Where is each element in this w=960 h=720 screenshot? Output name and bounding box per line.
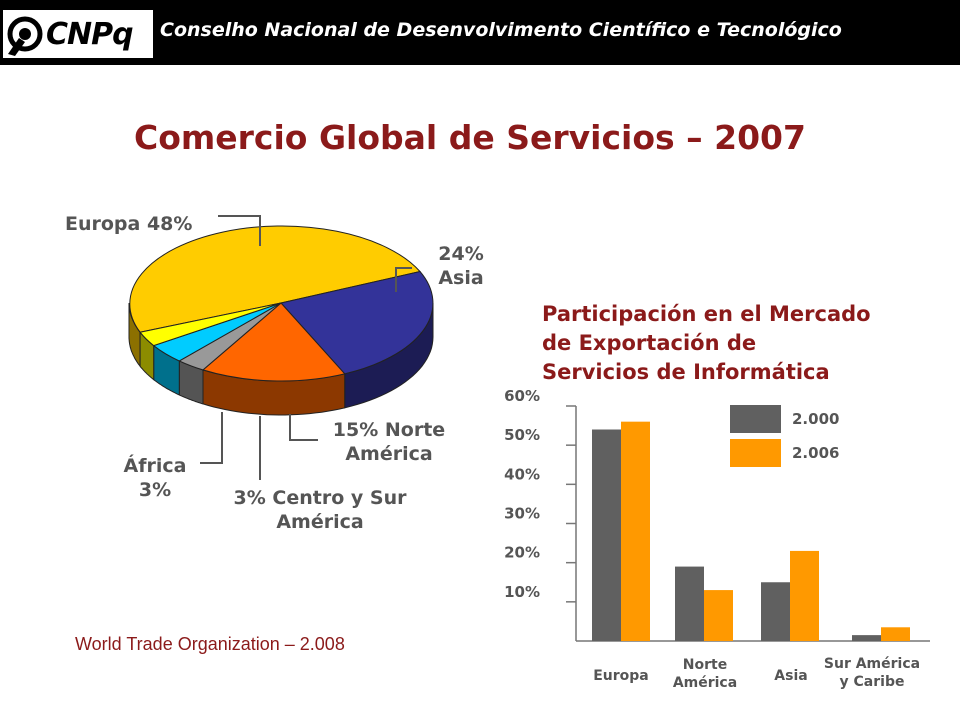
pie-label-norte-america: 15% Norte América [332, 419, 446, 465]
bar-chart: 10% 20% 30% 40% 50% 60% [504, 387, 930, 642]
bar-2.000-Asia [761, 582, 790, 641]
legend-label-2000: 2.000 [792, 410, 840, 428]
pie-label-asia: 24% Asia [438, 243, 484, 289]
pie-leader-line-4 [200, 412, 223, 464]
pie-leader-line-0 [218, 215, 261, 246]
pie-chart [128, 215, 434, 480]
bar-2.000-Norte América [675, 566, 704, 641]
x-label-europa: Europa [593, 668, 649, 684]
bar-2.006-Europa [621, 421, 650, 641]
source-note: World Trade Organization – 2.008 [75, 634, 345, 654]
bar-2.000-Europa [592, 429, 621, 641]
bar-2.000-Sur América y Caribe [852, 635, 881, 641]
pie-leader-line-2 [289, 414, 318, 441]
logo-text: CNPq [46, 17, 134, 52]
x-label-asia: Asia [774, 668, 808, 684]
logo-symbol-icon [7, 16, 43, 56]
header-title: Conselho Nacional de Desenvolvimento Cie… [160, 19, 842, 41]
x-label-norte-america: Norte América [672, 657, 738, 691]
y-tick-label: 60% [504, 387, 540, 405]
cnpq-logo: CNPq [3, 10, 153, 58]
y-tick-label: 50% [504, 426, 540, 444]
legend-swatch-2.000 [730, 405, 781, 433]
y-tick-label: 20% [504, 544, 540, 562]
pie-label-centro-sur-america: 3% Centro y Sur América [233, 487, 407, 533]
pie-slice-0 [129, 225, 421, 333]
bar-2.006-Asia [790, 550, 819, 641]
y-tick-label: 30% [504, 505, 540, 523]
pie-label-europa: Europa 48% [65, 213, 193, 235]
bar-2.006-Sur América y Caribe [881, 627, 910, 641]
page-title: Comercio Global de Servicios – 2007 [134, 118, 806, 157]
bar-chart-title: Participación en el Mercado de Exportaci… [542, 302, 871, 384]
y-tick-label: 40% [504, 465, 540, 483]
pie-label-africa: África 3% [123, 455, 187, 501]
bar-2.006-Norte América [704, 590, 733, 641]
x-label-sur-america-caribe: Sur América y Caribe [823, 656, 921, 690]
legend-swatch-2.006 [730, 439, 781, 467]
pie-slice-5 [139, 302, 282, 347]
pie-slice-2 [201, 302, 346, 382]
header-bar: CNPq Conselho Nacional de Desenvolviment… [0, 0, 960, 65]
pie-leader-line-1 [395, 267, 412, 292]
legend-label-2006: 2.006 [792, 444, 840, 462]
y-tick-label: 10% [504, 583, 540, 601]
pie-slice-1 [280, 270, 434, 375]
